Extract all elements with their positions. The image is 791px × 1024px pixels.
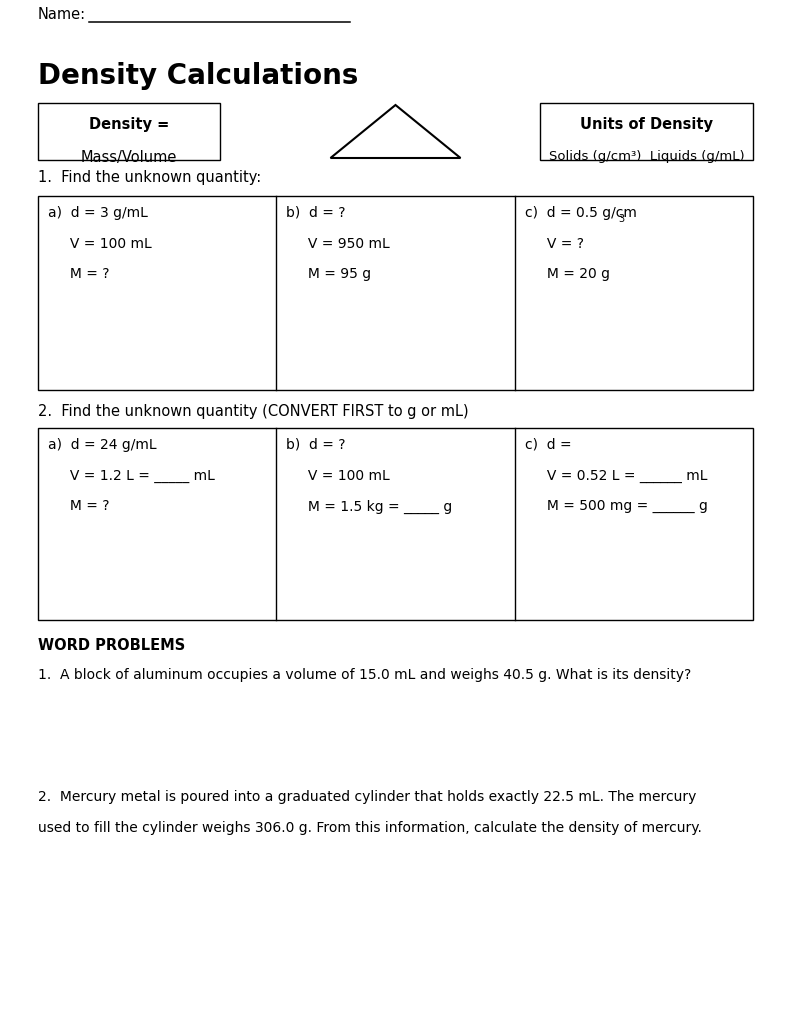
Text: V = 0.52 L = ______ mL: V = 0.52 L = ______ mL <box>524 469 707 482</box>
Text: Name:: Name: <box>38 7 86 22</box>
Text: WORD PROBLEMS: WORD PROBLEMS <box>38 638 185 653</box>
Text: 3: 3 <box>619 214 624 224</box>
Text: M = 95 g: M = 95 g <box>286 267 372 282</box>
Text: V = 100 mL: V = 100 mL <box>48 237 152 251</box>
Text: used to fill the cylinder weighs 306.0 g. From this information, calculate the d: used to fill the cylinder weighs 306.0 g… <box>38 820 702 835</box>
Text: Density =: Density = <box>89 118 169 132</box>
Text: Units of Density: Units of Density <box>580 118 713 132</box>
Text: 1.  Find the unknown quantity:: 1. Find the unknown quantity: <box>38 170 261 185</box>
Text: a)  d = 3 g/mL: a) d = 3 g/mL <box>48 206 148 220</box>
Text: c)  d = 0.5 g/cm: c) d = 0.5 g/cm <box>524 206 637 220</box>
Text: a)  d = 24 g/mL: a) d = 24 g/mL <box>48 438 157 452</box>
Text: V = 950 mL: V = 950 mL <box>286 237 390 251</box>
Text: 2.  Find the unknown quantity (CONVERT FIRST to g or mL): 2. Find the unknown quantity (CONVERT FI… <box>38 404 468 419</box>
Text: c)  d =: c) d = <box>524 438 571 452</box>
Text: M = ?: M = ? <box>48 267 109 282</box>
Text: M = 1.5 kg = _____ g: M = 1.5 kg = _____ g <box>286 500 452 514</box>
Text: b)  d = ?: b) d = ? <box>286 206 346 220</box>
Text: b)  d = ?: b) d = ? <box>286 438 346 452</box>
Text: Mass/Volume: Mass/Volume <box>81 151 177 165</box>
Text: V = 1.2 L = _____ mL: V = 1.2 L = _____ mL <box>48 469 215 482</box>
Text: Density Calculations: Density Calculations <box>38 62 358 90</box>
Text: Solids (g/cm³)  Liquids (g/mL): Solids (g/cm³) Liquids (g/mL) <box>549 151 744 163</box>
Text: 2.  Mercury metal is poured into a graduated cylinder that holds exactly 22.5 mL: 2. Mercury metal is poured into a gradua… <box>38 790 696 804</box>
Text: M = 20 g: M = 20 g <box>524 267 610 282</box>
Text: M = 500 mg = ______ g: M = 500 mg = ______ g <box>524 500 707 513</box>
Text: V = ?: V = ? <box>524 237 584 251</box>
Text: 1.  A block of aluminum occupies a volume of 15.0 mL and weighs 40.5 g. What is : 1. A block of aluminum occupies a volume… <box>38 668 691 682</box>
Text: V = 100 mL: V = 100 mL <box>286 469 390 482</box>
Text: M = ?: M = ? <box>48 500 109 513</box>
